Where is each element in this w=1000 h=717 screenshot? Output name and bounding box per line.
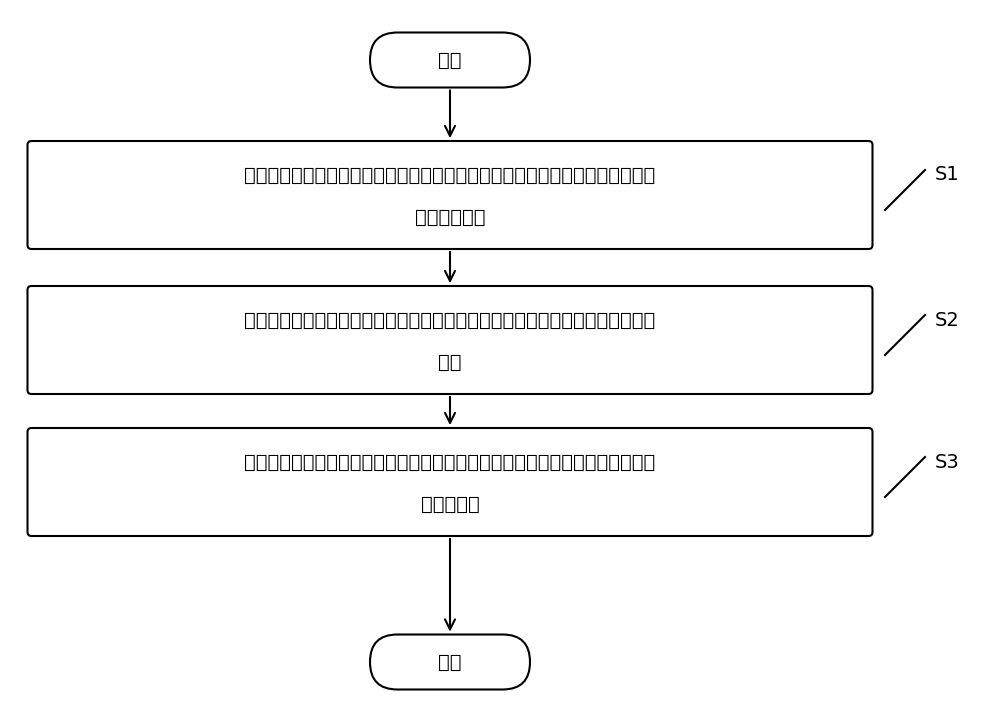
Text: S1: S1 xyxy=(935,166,960,184)
FancyBboxPatch shape xyxy=(370,32,530,87)
FancyBboxPatch shape xyxy=(28,141,872,249)
Text: 线路: 线路 xyxy=(438,353,462,371)
Text: S2: S2 xyxy=(935,310,960,330)
FancyBboxPatch shape xyxy=(28,286,872,394)
Text: 子的电源线路: 子的电源线路 xyxy=(415,207,485,227)
Text: 待所述定子的电源线路的电压不超过第三预设电压范围后，导通所述其他子部件: 待所述定子的电源线路的电压不超过第三预设电压范围后，导通所述其他子部件 xyxy=(244,452,656,472)
Text: S3: S3 xyxy=(935,452,960,472)
Text: 结束: 结束 xyxy=(438,652,462,672)
Text: 的电源线路: 的电源线路 xyxy=(421,495,479,513)
Text: 总电源开关闭合，待总电源线路的电压不超过第一预设电压范围后，导通所述转: 总电源开关闭合，待总电源线路的电压不超过第一预设电压范围后，导通所述转 xyxy=(244,166,656,184)
Text: 开始: 开始 xyxy=(438,50,462,70)
Text: 待所述转子的电源线路的电压不超过第二预设电压范围后，导通所述定子的电源: 待所述转子的电源线路的电压不超过第二预设电压范围后，导通所述定子的电源 xyxy=(244,310,656,330)
FancyBboxPatch shape xyxy=(370,635,530,690)
FancyBboxPatch shape xyxy=(28,428,872,536)
